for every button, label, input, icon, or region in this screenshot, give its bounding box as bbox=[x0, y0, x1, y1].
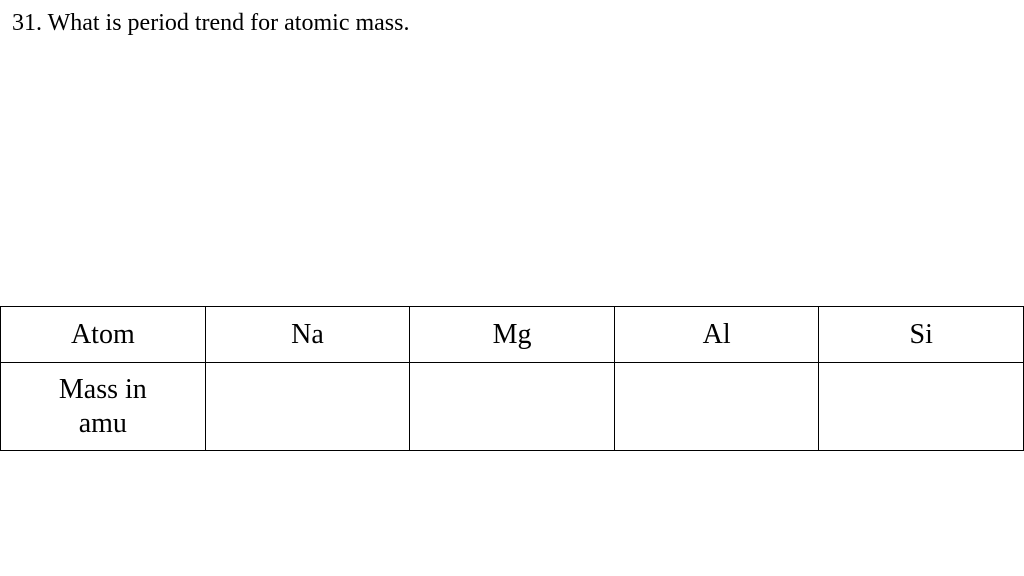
mass-label-line1: Mass in bbox=[5, 373, 201, 407]
mass-cell-si bbox=[819, 363, 1024, 451]
mass-cell-al bbox=[614, 363, 819, 451]
header-atom-al: Al bbox=[614, 307, 819, 363]
mass-row-label: Mass in amu bbox=[1, 363, 206, 451]
header-atom-na: Na bbox=[205, 307, 410, 363]
atomic-mass-table: Atom Na Mg Al Si Mass in amu bbox=[0, 306, 1024, 451]
mass-label-line2: amu bbox=[5, 407, 201, 441]
header-atom-label: Atom bbox=[1, 307, 206, 363]
mass-cell-na bbox=[205, 363, 410, 451]
question-text: 31. What is period trend for atomic mass… bbox=[12, 10, 409, 37]
header-atom-si: Si bbox=[819, 307, 1024, 363]
table-header-row: Atom Na Mg Al Si bbox=[1, 307, 1024, 363]
header-atom-mg: Mg bbox=[410, 307, 615, 363]
mass-cell-mg bbox=[410, 363, 615, 451]
table-mass-row: Mass in amu bbox=[1, 363, 1024, 451]
